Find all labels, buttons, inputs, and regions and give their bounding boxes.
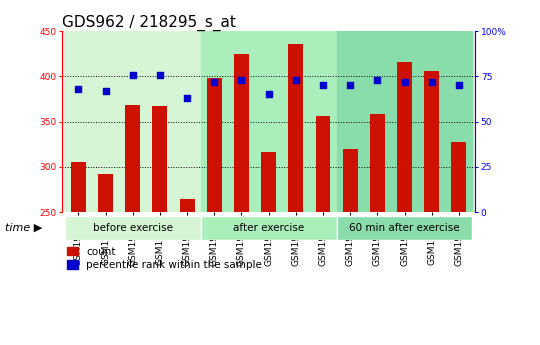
Point — [346, 82, 354, 88]
Bar — [207, 78, 222, 212]
Text: time ▶: time ▶ — [5, 223, 43, 233]
Bar — [343, 149, 357, 212]
Bar — [98, 174, 113, 212]
Bar — [65, 216, 201, 240]
Bar — [152, 106, 167, 212]
Point — [129, 72, 137, 77]
Point — [400, 79, 409, 85]
Bar — [65, 31, 201, 212]
Text: GDS962 / 218295_s_at: GDS962 / 218295_s_at — [62, 15, 236, 31]
Point — [102, 88, 110, 93]
Point — [455, 82, 463, 88]
Point — [373, 77, 382, 83]
Bar — [234, 54, 249, 212]
Bar — [336, 216, 472, 240]
Point — [74, 86, 83, 92]
Bar — [261, 152, 276, 212]
Bar — [201, 31, 336, 212]
Bar — [315, 116, 330, 212]
Bar — [370, 115, 385, 212]
Bar — [397, 62, 412, 212]
Bar — [71, 162, 86, 212]
Text: before exercise: before exercise — [93, 223, 173, 233]
Bar — [424, 71, 439, 212]
Bar — [288, 44, 303, 212]
Point — [237, 77, 246, 83]
Point — [210, 79, 219, 85]
Point — [427, 79, 436, 85]
Point — [292, 77, 300, 83]
Bar — [201, 216, 336, 240]
Bar — [125, 105, 140, 212]
Bar — [336, 31, 472, 212]
Bar — [451, 142, 467, 212]
Text: after exercise: after exercise — [233, 223, 304, 233]
Legend: count, percentile rank within the sample: count, percentile rank within the sample — [68, 247, 262, 270]
Point — [265, 92, 273, 97]
Point — [319, 82, 327, 88]
Bar — [180, 199, 194, 212]
Point — [156, 72, 164, 77]
Text: 60 min after exercise: 60 min after exercise — [349, 223, 460, 233]
Point — [183, 95, 192, 101]
